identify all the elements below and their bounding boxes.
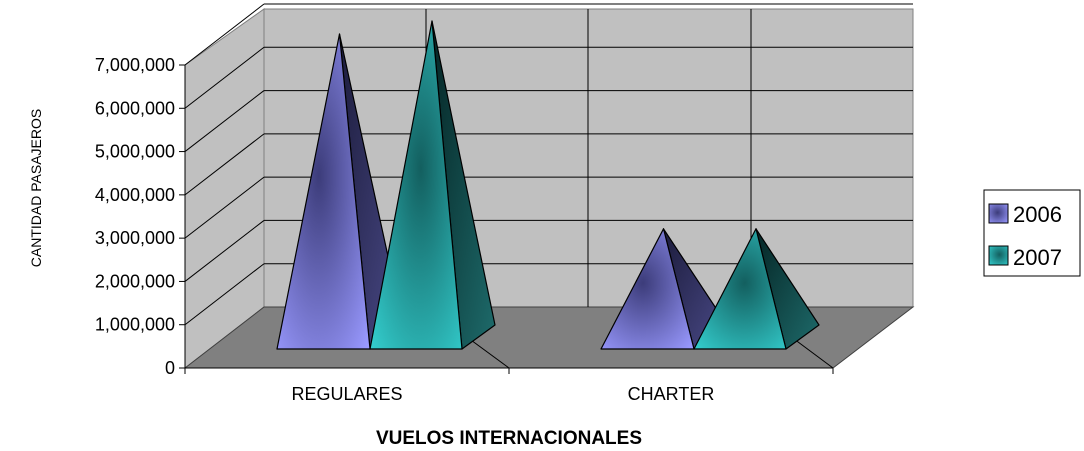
gridline-side [184,220,265,282]
y-tick-label: 4,000,000 [95,185,175,205]
y-axis-title: CANTIDAD PASAJEROS [28,109,44,267]
gridline-side [184,263,265,326]
legend-label-2006: 2006 [1013,202,1062,227]
legend: 2006 2007 [983,189,1081,277]
pyramid-front-face [276,33,371,350]
legend-swatch-2007 [988,245,1009,266]
x-tick-label: REGULARES [291,384,402,404]
y-tick-label: 3,000,000 [95,228,175,248]
x-axis-title: VUELOS INTERNACIONALES [376,428,642,449]
y-tick-label: 2,000,000 [95,271,175,291]
legend-label-2007: 2007 [1013,245,1062,270]
y-tick-label: 7,000,000 [95,55,175,75]
y-tick-label: 0 [165,358,175,378]
y-tick-label: 1,000,000 [95,315,175,335]
gridline-side [184,133,265,196]
pyramid-2007-charter [693,228,820,350]
pyramid-front-face [600,228,695,350]
legend-swatch-2006 [988,203,1009,224]
gridline-side [184,176,265,239]
side-wall [184,8,265,370]
data-marks [276,20,820,350]
gridline-side [184,90,265,152]
x-axis: REGULARES CHARTER [184,367,834,404]
gridline-side [184,46,265,109]
plot-area: 0 1,000,000 2,000,000 3,000,000 4,000,000 5,0… [95,3,915,404]
y-tick-label: 6,000,000 [95,98,175,118]
gridline-side [184,3,265,66]
y-tick-label: 5,000,000 [95,142,175,162]
pyramid-front-face [693,228,787,350]
pyramid-2007-regulares [369,20,496,350]
pyramid-front-face [369,20,463,350]
y-axis: 0 1,000,000 2,000,000 3,000,000 4,000,000 5,0… [95,55,186,378]
x-tick-label: CHARTER [628,384,715,404]
